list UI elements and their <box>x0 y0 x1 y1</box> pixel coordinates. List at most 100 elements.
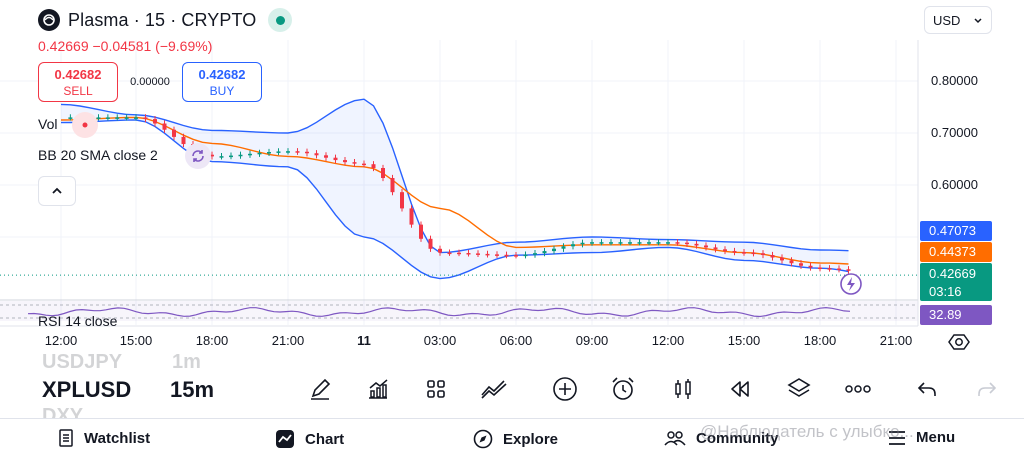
buy-button[interactable]: 0.42682 BUY <box>182 62 262 102</box>
candle-body <box>381 167 385 179</box>
currency-value: USD <box>933 12 961 28</box>
candle-body <box>343 160 347 163</box>
chart-toolbar <box>0 372 1024 408</box>
time-axis-label: 09:00 <box>575 333 609 348</box>
buy-label: BUY <box>209 84 235 98</box>
time-axis-day-label: 11 <box>357 333 371 348</box>
watchlist-next-item[interactable]: DXY 1h <box>42 405 83 418</box>
candle-body <box>599 242 604 244</box>
rsi-line <box>27 306 851 318</box>
candle-body <box>153 119 157 124</box>
candle-body <box>685 242 689 245</box>
chevron-up-icon <box>52 187 62 194</box>
candle-body <box>248 153 252 156</box>
nav-explore[interactable]: Explore <box>473 429 558 449</box>
nav-menu[interactable]: Menu <box>888 429 955 446</box>
candle-body <box>495 254 499 256</box>
undo-icon[interactable] <box>910 372 944 406</box>
bb-upper-line <box>60 98 849 254</box>
time-axis-label: 18:00 <box>803 333 837 348</box>
volume-indicator-label[interactable]: Vol <box>38 116 58 132</box>
templates-icon[interactable] <box>419 372 453 406</box>
chart-settings-icon[interactable] <box>948 331 970 358</box>
symbol-title[interactable]: Plasma · 15 · CRYPTO <box>68 9 257 30</box>
loading-icon[interactable] <box>72 112 98 138</box>
candle-body <box>704 245 708 248</box>
candle-body <box>514 255 518 257</box>
alert-icon[interactable] <box>606 372 640 406</box>
candle-body <box>799 263 803 266</box>
candle-body <box>257 152 262 155</box>
collapse-legend-button[interactable] <box>38 176 76 206</box>
candle-body <box>68 117 73 119</box>
market-status-icon[interactable] <box>268 8 293 32</box>
candle-body <box>96 117 101 119</box>
indicators-icon[interactable] <box>361 372 395 406</box>
nav-chart[interactable]: Chart <box>275 429 344 449</box>
candle-body <box>238 154 243 157</box>
rsi-indicator-label[interactable]: RSI 14 close <box>38 313 118 329</box>
sell-label: SELL <box>63 84 93 98</box>
candle-body <box>229 155 233 158</box>
candle-body <box>808 265 813 268</box>
candle-body <box>580 242 585 245</box>
more-icon[interactable] <box>841 372 875 406</box>
candle-body <box>837 268 841 270</box>
candle-body <box>352 162 357 164</box>
candle-body <box>628 242 632 244</box>
price-chart[interactable] <box>0 0 1024 360</box>
community-icon <box>664 431 686 446</box>
replay-icon[interactable] <box>723 372 757 406</box>
buy-price: 0.42682 <box>198 67 246 82</box>
pen-icon[interactable] <box>303 372 337 406</box>
candle-body <box>115 117 120 119</box>
candle-body <box>533 253 537 255</box>
spread-value: 0.00000 <box>130 76 170 88</box>
candle-body <box>789 260 794 264</box>
chart-type-icon[interactable] <box>666 372 700 406</box>
price-axis-label: 0.60000 <box>931 177 978 192</box>
watchlist-prev-symbol: USDJPY <box>42 351 123 373</box>
sell-button[interactable]: 0.42682 SELL <box>38 62 118 102</box>
candle-body <box>723 249 727 251</box>
candle-body <box>419 224 423 239</box>
compare-icon[interactable] <box>477 372 511 406</box>
price-axis-label: 0.80000 <box>931 73 978 88</box>
bollinger-indicator-label[interactable]: BB 20 SMA close 2 <box>38 147 158 163</box>
candle-body <box>162 123 167 130</box>
candle-body <box>390 178 395 193</box>
layers-icon[interactable] <box>782 372 816 406</box>
time-axis-label: 15:00 <box>727 333 761 348</box>
candle-body <box>457 252 461 255</box>
add-icon[interactable] <box>548 372 582 406</box>
watchlist-prev-item[interactable]: USDJPY 1m <box>42 351 201 374</box>
price-axis-label: 0.70000 <box>931 125 978 140</box>
last-price-tag: 0.42669 03:16 <box>920 263 992 301</box>
price-change: 0.42669 −0.04581 (−9.69%) <box>38 38 213 54</box>
time-axis-label: 12:00 <box>44 333 78 348</box>
watchlist-icon <box>59 429 73 447</box>
candle-body <box>371 164 376 168</box>
refresh-icon[interactable] <box>185 143 211 169</box>
rsi-band-fill <box>0 301 918 321</box>
nav-watchlist[interactable]: Watchlist <box>58 429 150 447</box>
chart-area[interactable] <box>0 0 1024 360</box>
nav-community[interactable]: Community <box>664 429 779 447</box>
bb-band-fill <box>61 99 849 279</box>
compass-icon <box>473 429 493 449</box>
bar-countdown: 03:16 <box>929 284 962 299</box>
candle-body <box>542 251 547 254</box>
candle-body <box>571 244 575 247</box>
symbol-header[interactable]: Plasma · 15 · CRYPTO <box>38 8 293 32</box>
currency-select[interactable]: USD <box>924 6 992 34</box>
candle-body <box>210 154 214 157</box>
candle-body <box>732 250 737 253</box>
candle-body <box>333 157 338 161</box>
watchlist-current-item[interactable]: XPLUSD 15m <box>42 377 214 403</box>
candle-body <box>409 208 414 225</box>
candle-body <box>314 153 319 156</box>
candle-body <box>846 269 851 271</box>
redo-icon[interactable] <box>970 372 1004 406</box>
time-axis-label: 12:00 <box>651 333 685 348</box>
time-axis-label: 06:00 <box>499 333 533 348</box>
